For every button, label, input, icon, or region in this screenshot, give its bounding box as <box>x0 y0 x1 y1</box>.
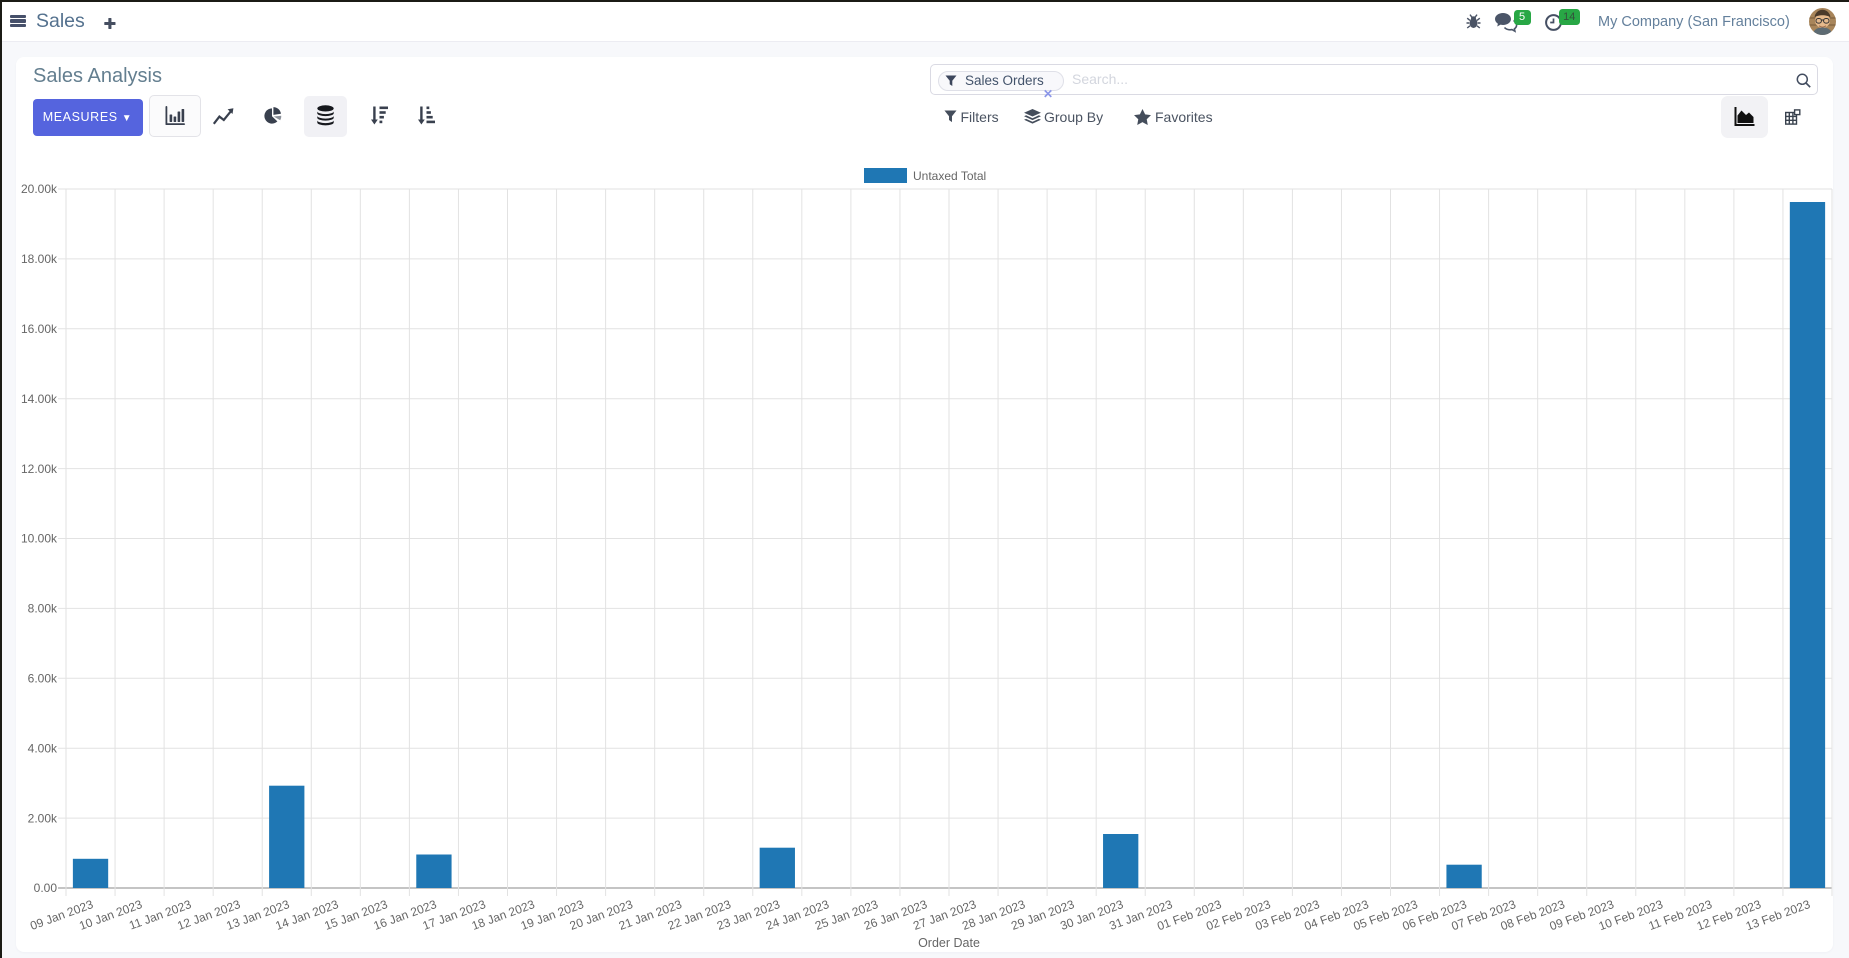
svg-text:8.00k: 8.00k <box>28 602 58 616</box>
svg-text:0.00: 0.00 <box>34 881 58 895</box>
svg-text:Untaxed Total: Untaxed Total <box>913 169 986 183</box>
svg-text:4.00k: 4.00k <box>28 741 58 755</box>
svg-text:12.00k: 12.00k <box>21 462 58 476</box>
svg-text:18.00k: 18.00k <box>21 252 58 266</box>
svg-text:14.00k: 14.00k <box>21 392 58 406</box>
svg-text:10.00k: 10.00k <box>21 532 58 546</box>
svg-text:16.00k: 16.00k <box>21 322 58 336</box>
svg-text:2.00k: 2.00k <box>28 811 58 825</box>
svg-text:6.00k: 6.00k <box>28 672 58 686</box>
svg-text:20.00k: 20.00k <box>21 182 58 196</box>
svg-text:Order Date: Order Date <box>918 936 980 950</box>
